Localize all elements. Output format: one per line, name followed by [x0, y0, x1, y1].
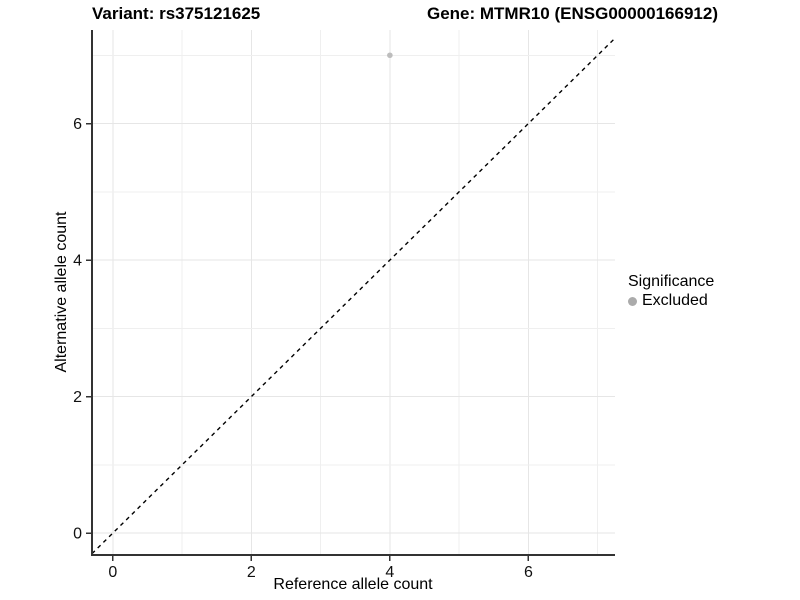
- x-tick-label: 4: [385, 564, 394, 581]
- data-point: [387, 52, 393, 59]
- x-tick-label: 6: [524, 564, 533, 581]
- title-variant: Variant: rs375121625: [92, 4, 261, 23]
- y-tick-label: 2: [73, 389, 82, 406]
- x-axis-label: Reference allele count: [273, 576, 433, 593]
- legend: Significance Excluded: [628, 272, 714, 310]
- title-gene: Gene: MTMR10 (ENSG00000166912): [426, 4, 718, 23]
- legend-point-icon: [628, 296, 637, 306]
- plot-title: Variant: rs375121625 Gene: MTMR10 (ENSG0…: [92, 4, 718, 24]
- y-tick-label: 0: [73, 526, 82, 543]
- legend-item-excluded: Excluded: [628, 292, 714, 310]
- x-tick-label: 2: [247, 564, 256, 581]
- y-tick-label: 4: [73, 253, 82, 270]
- x-tick-label: 0: [108, 564, 117, 581]
- legend-title: Significance: [628, 273, 715, 290]
- identity-reference-line: [91, 37, 616, 555]
- y-tick-label: 6: [73, 116, 82, 133]
- legend-item-label: Excluded: [642, 292, 708, 309]
